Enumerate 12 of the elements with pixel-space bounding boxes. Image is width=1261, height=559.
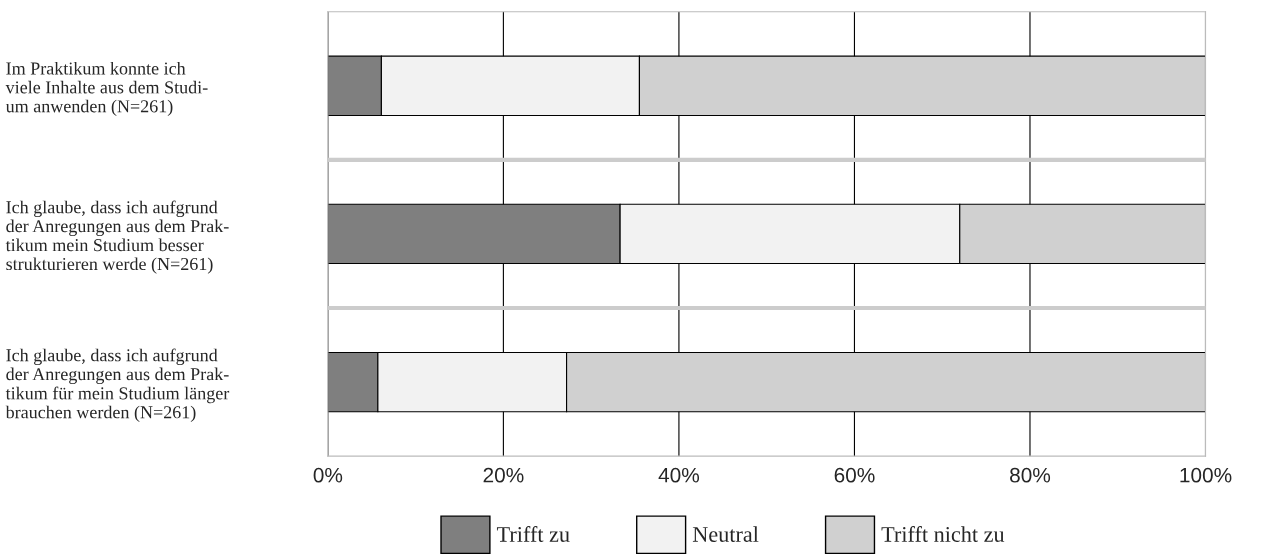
y-tick-label: Ich glaube, dass ich aufgrund der Anregungen aus dem Prak- tikum mein Studium besser strukturieren werde (N=261) <box>5 200 229 274</box>
x-tick-label: 0% <box>313 467 343 483</box>
x-tick-label: 20% <box>483 467 524 483</box>
y-tick-label: Im Praktikum konnte ich viele Inhalte aus dem Studi- um anwenden (N=261) <box>5 61 208 117</box>
legend-label: Neutral <box>692 526 759 542</box>
x-tick-label: 100% <box>1180 467 1232 483</box>
x-tick-label: 40% <box>658 467 700 483</box>
y-tick-label: Ich glaube, dass ich aufgrund der Anregungen aus dem Prak- tikum für mein Studium länger brauchen werden (N=261) <box>5 348 230 423</box>
legend-label: Trifft zu <box>496 526 570 542</box>
x-tick-label: 60% <box>834 467 875 483</box>
legend-label: Trifft nicht zu <box>881 526 1005 542</box>
x-tick-label: 80% <box>1010 467 1051 483</box>
